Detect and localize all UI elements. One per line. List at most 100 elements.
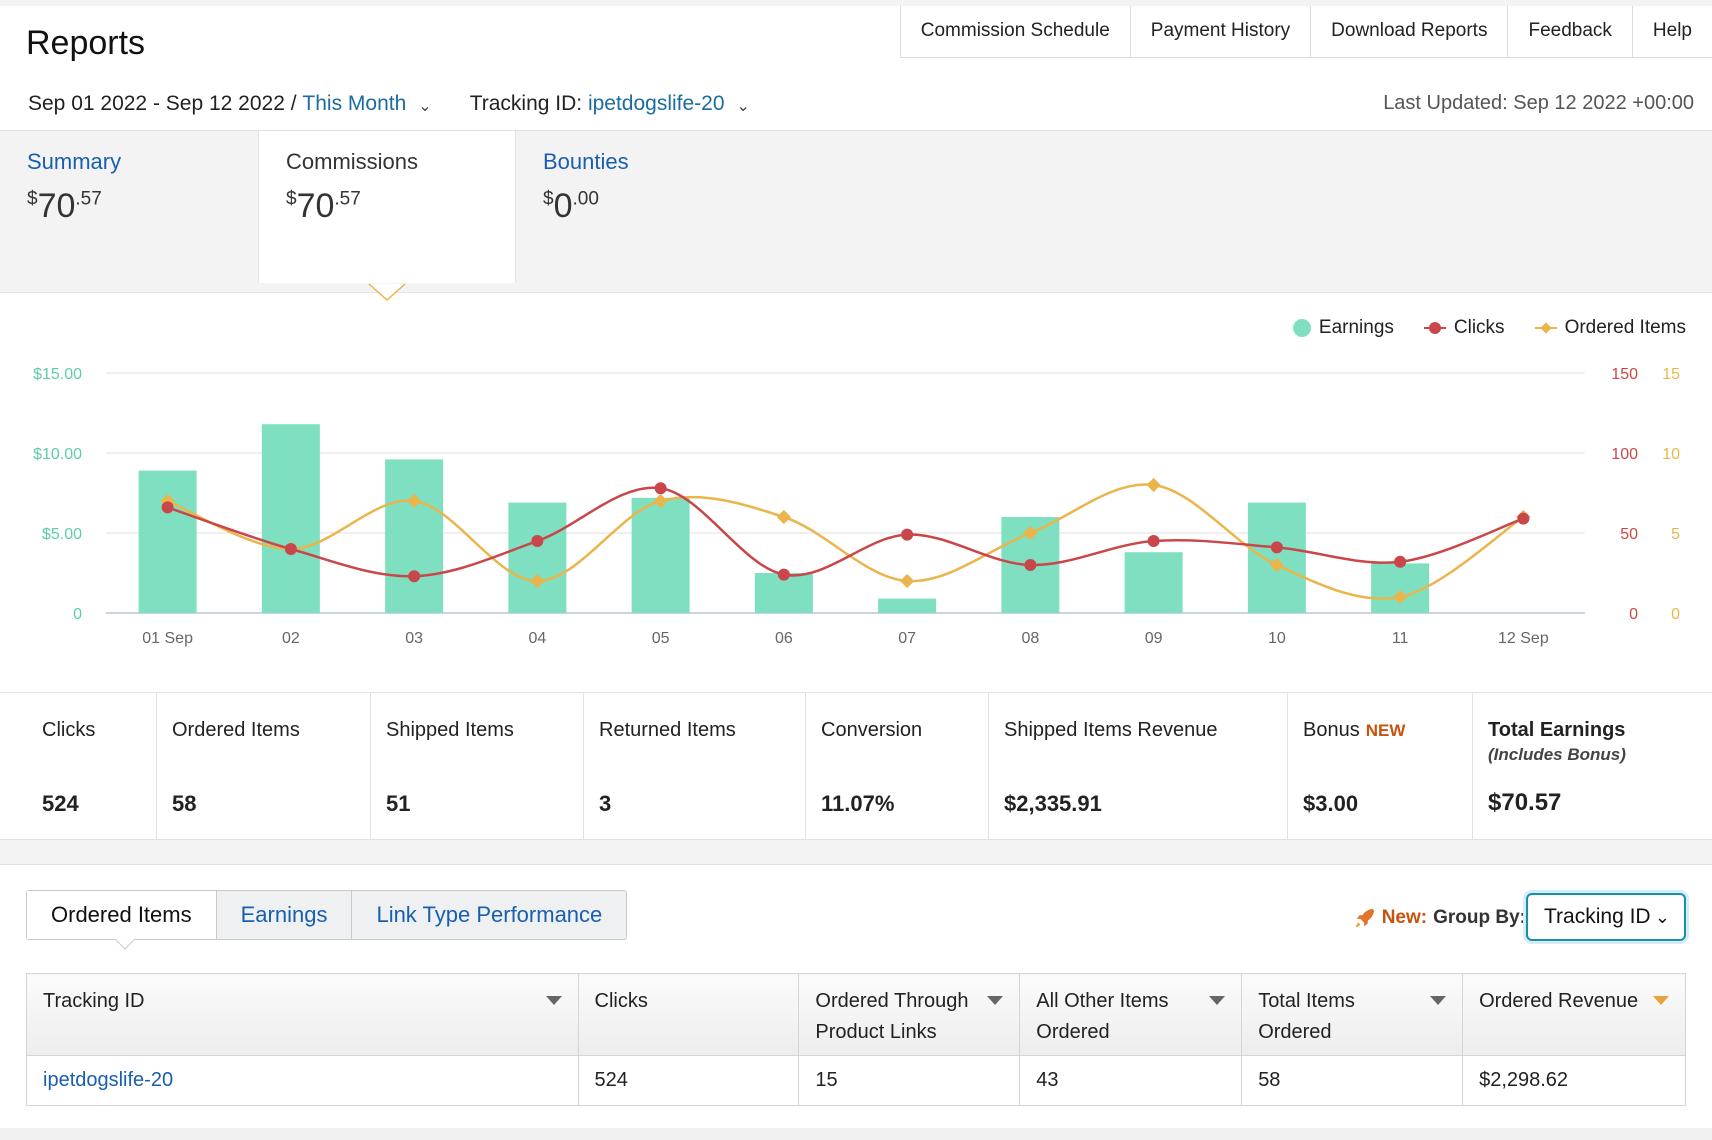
metric-label: Bonus NEW bbox=[1303, 719, 1406, 741]
header-total-items[interactable]: Total Items Ordered bbox=[1241, 973, 1464, 1056]
summary-tab[interactable]: Summary $70.57 bbox=[0, 131, 258, 279]
table-header-row: Tracking ID Clicks Ordered Through Produ… bbox=[26, 973, 1686, 1056]
metric-label: Returned Items bbox=[599, 719, 736, 741]
earnings-bar bbox=[261, 424, 320, 613]
x-tick-label: 12 Sep bbox=[1498, 630, 1549, 647]
commissions-tab[interactable]: Commissions $70.57 bbox=[258, 131, 516, 283]
header-all-other-items[interactable]: All Other Items Ordered bbox=[1019, 973, 1243, 1056]
nav-download-reports[interactable]: Download Reports bbox=[1311, 6, 1509, 57]
tracking-id-dropdown[interactable]: ipetdogslife-20 bbox=[587, 92, 725, 115]
metric-total-earnings: Total Earnings (Includes Bonus) $70.57 bbox=[1473, 693, 1712, 839]
header-ordered-revenue[interactable]: Ordered Revenue bbox=[1462, 973, 1686, 1056]
y-right2-tick-label: 10 bbox=[1662, 446, 1680, 463]
tab-earnings[interactable]: Earnings bbox=[217, 891, 353, 939]
last-updated: Last Updated: Sep 12 2022 +00:00 bbox=[1383, 92, 1694, 114]
y-left-tick-label: $15.00 bbox=[33, 366, 82, 383]
date-range-text: Sep 01 2022 - Sep 12 2022 / bbox=[28, 92, 297, 115]
earnings-bar bbox=[385, 459, 444, 613]
sort-arrow-icon[interactable] bbox=[1209, 996, 1226, 1005]
legend-clicks[interactable]: Clicks bbox=[1423, 317, 1505, 339]
metric-bonus: Bonus NEW $3.00 bbox=[1288, 693, 1473, 839]
group-by-selected: Tracking ID bbox=[1544, 905, 1651, 928]
x-tick-label: 10 bbox=[1268, 630, 1286, 647]
x-tick-label: 07 bbox=[898, 630, 916, 647]
period-dropdown[interactable]: This Month bbox=[302, 92, 407, 115]
header-clicks[interactable]: Clicks bbox=[577, 973, 800, 1056]
cell-tracking-id[interactable]: ipetdogslife-20 bbox=[26, 1055, 579, 1106]
x-tick-label: 02 bbox=[282, 630, 300, 647]
tab-ordered-items[interactable]: Ordered Items bbox=[27, 891, 217, 939]
clicks-point bbox=[284, 543, 297, 555]
table-card: Ordered Items Earnings Link Type Perform… bbox=[0, 864, 1712, 1140]
cell-ordered-revenue: $2,298.62 bbox=[1462, 1055, 1686, 1106]
nav-help[interactable]: Help bbox=[1652, 20, 1692, 41]
chevron-down-icon[interactable]: ⌄ bbox=[418, 98, 432, 115]
metric-label: Shipped Items Revenue bbox=[1004, 719, 1218, 741]
sort-arrow-icon[interactable] bbox=[1653, 996, 1669, 1005]
ordered-items-point bbox=[653, 493, 668, 509]
ordered-items-point bbox=[1393, 589, 1408, 605]
earnings-bar bbox=[631, 497, 690, 613]
clicks-point bbox=[161, 501, 174, 514]
ordered-items-point bbox=[1269, 557, 1284, 573]
metric-value: $70.57 bbox=[1488, 789, 1562, 816]
metric-conversion: Conversion 11.07% bbox=[806, 693, 989, 839]
metric-clicks: Clicks 524 bbox=[0, 693, 157, 839]
table-row: ipetdogslife-20 524 15 43 58 $2,298.62 bbox=[26, 1055, 1686, 1106]
clicks-point bbox=[1394, 555, 1407, 568]
y-right-tick-label: 150 bbox=[1611, 366, 1638, 383]
header-ordered-through-links[interactable]: Ordered Through Product Links bbox=[798, 973, 1021, 1056]
bottom-shade bbox=[0, 1128, 1712, 1140]
nav-feedback[interactable]: Feedback bbox=[1508, 6, 1633, 57]
chart-legend: Earnings Clicks Ordered Items bbox=[1292, 317, 1686, 339]
clicks-line bbox=[167, 486, 1524, 578]
legend-earnings[interactable]: Earnings bbox=[1292, 317, 1394, 339]
tab-link-type-performance[interactable]: Link Type Performance bbox=[376, 902, 603, 927]
ordered-items-point bbox=[1023, 525, 1038, 541]
metric-value: 524 bbox=[42, 791, 79, 816]
y-right2-tick-label: 0 bbox=[1671, 606, 1680, 623]
cell-ordered-through-links: 15 bbox=[798, 1055, 1021, 1106]
report-tabs: Ordered Items Earnings Link Type Perform… bbox=[26, 890, 628, 940]
y-left-tick-label: $5.00 bbox=[42, 526, 82, 543]
sort-arrow-icon[interactable] bbox=[987, 996, 1004, 1005]
clicks-line-icon bbox=[1423, 322, 1446, 334]
tracking-id-label: Tracking ID: bbox=[469, 92, 583, 115]
bounties-amount: $0.00 bbox=[543, 187, 599, 225]
y-right-tick-label: 50 bbox=[1620, 526, 1638, 543]
nav-payment-history[interactable]: Payment History bbox=[1131, 6, 1312, 57]
cell-total-items: 58 bbox=[1241, 1055, 1464, 1106]
x-tick-label: 04 bbox=[528, 630, 546, 647]
group-by-select[interactable]: Tracking ID ⌄ bbox=[1526, 893, 1686, 941]
chevron-down-icon[interactable]: ⌄ bbox=[736, 98, 750, 115]
earnings-bar bbox=[1371, 563, 1430, 613]
active-tab-notch-icon bbox=[114, 939, 136, 950]
sort-arrow-icon[interactable] bbox=[545, 996, 562, 1005]
nav-commission-schedule[interactable]: Commission Schedule bbox=[901, 6, 1131, 57]
metric-value: $2,335.91 bbox=[1004, 791, 1102, 816]
metric-value: 51 bbox=[386, 791, 411, 816]
report-header: Reports Commission Schedule Payment Hist… bbox=[0, 0, 1712, 130]
ordered-items-point bbox=[1146, 477, 1161, 493]
cell-clicks: 524 bbox=[577, 1055, 800, 1106]
metric-value: 11.07% bbox=[821, 791, 895, 816]
clicks-point bbox=[1024, 559, 1037, 571]
earnings-bar bbox=[1247, 502, 1306, 613]
clicks-point bbox=[1517, 512, 1530, 525]
metric-value: 58 bbox=[172, 791, 197, 816]
clicks-point bbox=[777, 568, 790, 581]
x-tick-label: 09 bbox=[1145, 630, 1163, 647]
metric-shipped-revenue: Shipped Items Revenue $2,335.91 bbox=[989, 693, 1288, 839]
bounties-tab[interactable]: Bounties $0.00 bbox=[516, 131, 774, 279]
metric-value: 3 bbox=[599, 791, 612, 816]
clicks-point bbox=[901, 528, 914, 541]
sort-arrow-icon[interactable] bbox=[1430, 996, 1447, 1005]
x-tick-label: 08 bbox=[1021, 630, 1039, 647]
legend-ordered-items[interactable]: Ordered Items bbox=[1534, 317, 1686, 339]
header-tracking-id[interactable]: Tracking ID bbox=[26, 973, 579, 1056]
clicks-point bbox=[1270, 541, 1283, 554]
chart-card: Earnings Clicks Ordered Items 0 0 0 $5.00 50… bbox=[0, 292, 1712, 692]
chevron-down-icon: ⌄ bbox=[1654, 907, 1670, 927]
